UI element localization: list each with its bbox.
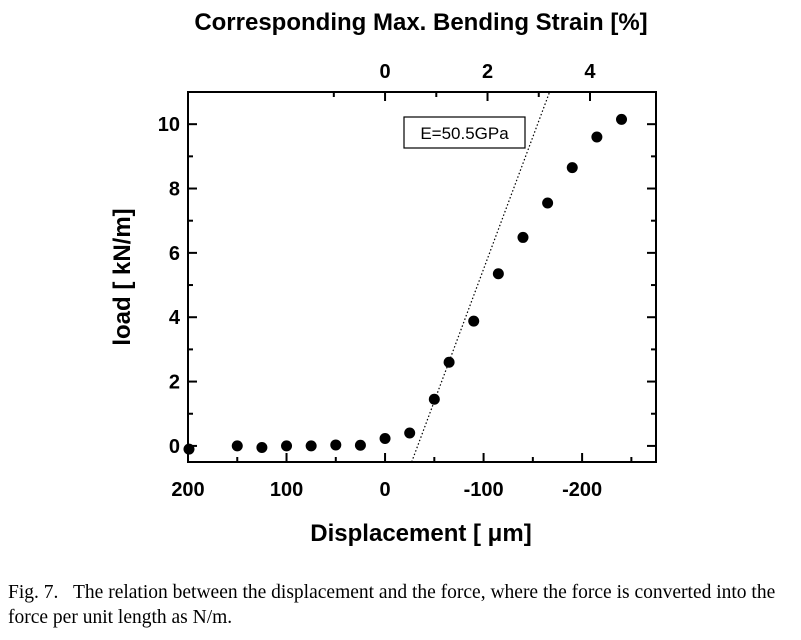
left-tick-label: 4	[169, 307, 181, 329]
data-point	[183, 443, 195, 455]
annotation-layer: E=50.5GPa	[403, 116, 526, 149]
bottom-tick-label: 0	[379, 479, 390, 501]
bottom-tick-label: -100	[464, 479, 504, 501]
data-point	[305, 440, 317, 452]
top-tick-label: 0	[379, 61, 390, 83]
data-point	[542, 197, 554, 209]
data-point	[256, 442, 268, 454]
data-point	[616, 113, 628, 125]
bottom-axis-ticks: 200 100 0 -100 -200	[171, 453, 633, 501]
data-point	[492, 268, 504, 280]
modulus-annotation-box	[403, 116, 526, 149]
data-point	[354, 439, 366, 451]
data-point	[443, 356, 455, 368]
data-points	[183, 113, 628, 455]
plot-frame	[187, 91, 657, 463]
data-point	[468, 315, 480, 327]
fit-line-layer	[411, 91, 551, 463]
fit-line	[411, 91, 551, 463]
figure-caption: Fig. 7. The relation between the displac…	[8, 582, 776, 628]
data-point	[330, 439, 342, 451]
data-point	[404, 427, 416, 439]
left-axis-ticks: 0 2 4 6 8 10	[158, 91, 197, 458]
y-axis-title: load [ kN/m]	[109, 208, 136, 345]
bottom-tick-label: -200	[562, 479, 602, 501]
left-tick-label: 10	[158, 114, 180, 136]
left-tick-label: 2	[169, 372, 180, 394]
top-tick-label: 2	[482, 61, 493, 83]
top-tick-label: 4	[584, 61, 596, 83]
data-point	[379, 433, 391, 445]
top-axis-ticks: 0 2 4	[332, 61, 596, 101]
data-point	[231, 440, 243, 452]
right-axis-ticks	[647, 91, 656, 447]
data-point	[281, 440, 293, 452]
bottom-tick-label: 100	[270, 479, 303, 501]
load-displacement-chart: 200 100 0 -100 -200 0 2 4 0 2 4 6 8 10 E=50.5GPa Co…	[109, 9, 657, 547]
left-tick-label: 0	[169, 436, 180, 458]
x-axis-title: Displacement [ μm]	[310, 520, 531, 547]
bottom-tick-label: 200	[171, 479, 204, 501]
data-point	[591, 131, 603, 143]
left-tick-label: 8	[169, 179, 180, 201]
data-point	[566, 162, 578, 174]
modulus-annotation-text: E=50.5GPa	[420, 124, 509, 143]
data-point	[428, 393, 440, 405]
top-axis-title: Corresponding Max. Bending Strain [%]	[194, 9, 647, 36]
data-point	[517, 231, 529, 243]
left-tick-label: 6	[169, 243, 180, 265]
